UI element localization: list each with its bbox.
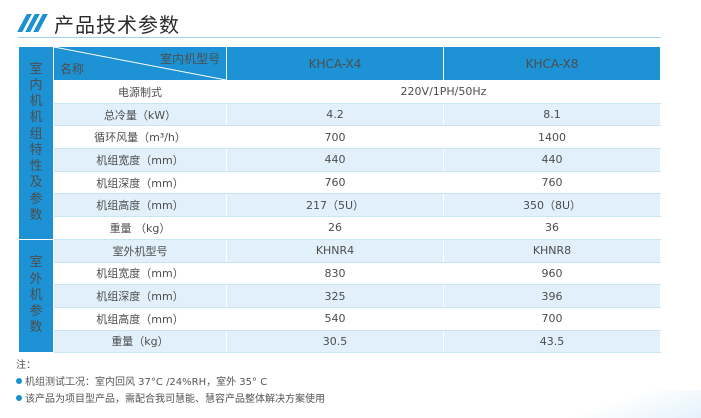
row-value-x8: 350（8U） bbox=[443, 193, 661, 218]
row-label: 电源制式 bbox=[53, 80, 227, 104]
table-header-row: 室内机机组特性及参数 室内机型号 名称 KHCA-X4 KHCA-X8 bbox=[18, 46, 661, 240]
row-value-x8: 960 bbox=[443, 261, 661, 286]
row-value-x4: 217（5U） bbox=[226, 193, 444, 218]
row-value-x4: 540 bbox=[226, 306, 444, 331]
table-row: 机组宽度（mm） 440 440 bbox=[19, 148, 661, 172]
model-header-x4: KHCA-X4 bbox=[226, 46, 444, 81]
model-header-x8: KHCA-X8 bbox=[443, 46, 661, 81]
table-row: 循环风量（m³/h） 700 1400 bbox=[19, 125, 661, 150]
row-value-merged: 220V/1PH/50Hz bbox=[226, 80, 661, 104]
title-divider bbox=[18, 37, 661, 38]
bullet-dot-icon bbox=[16, 395, 22, 401]
row-value-x8: 1400 bbox=[443, 125, 661, 150]
row-value-x4: 760 bbox=[226, 170, 444, 195]
row-value-x8: 43.5 bbox=[443, 329, 661, 354]
row-value-x4: 30.5 bbox=[226, 329, 444, 354]
table-row: 重量（kg） 30.5 43.5 bbox=[19, 329, 661, 354]
row-value-x4: 700 bbox=[226, 125, 444, 150]
row-label: 机组深度（mm） bbox=[53, 170, 227, 195]
table-row: 机组深度（mm） 760 760 bbox=[19, 170, 661, 195]
notes-heading: 注： bbox=[16, 360, 36, 371]
row-value-x4: 830 bbox=[226, 261, 444, 286]
row-value-x8: KHNR8 bbox=[443, 238, 661, 263]
table-row: 室外机参数 室外机型号 KHNR4 KHNR8 bbox=[18, 238, 661, 354]
bullet-dot-icon bbox=[16, 378, 22, 384]
row-value-x8: 700 bbox=[443, 306, 661, 331]
row-value-x4: 4.2 bbox=[226, 102, 444, 127]
page-title: 产品技术参数 bbox=[54, 12, 180, 37]
corner-indoor-model-label: 室内机型号 bbox=[159, 52, 220, 66]
row-label: 重量（kg） bbox=[53, 329, 227, 354]
row-label: 机组高度（mm） bbox=[53, 193, 227, 218]
row-label: 机组宽度（mm） bbox=[53, 148, 227, 172]
table-corner-cell: 室内机型号 名称 bbox=[53, 46, 227, 81]
row-label: 室外机型号 bbox=[53, 238, 227, 263]
table-row: 机组宽度（mm） 830 960 bbox=[19, 261, 661, 286]
indoor-group-label: 室内机机组特性及参数 bbox=[18, 46, 54, 240]
corner-decoration bbox=[571, 390, 701, 418]
row-label: 机组宽度（mm） bbox=[53, 261, 227, 286]
title-stripes-icon bbox=[17, 12, 48, 34]
note-item: 机组测试工况：室内回风 37°C /24%RH，室外 35° C bbox=[16, 374, 325, 391]
row-value-x4: 26 bbox=[226, 216, 444, 240]
row-label: 机组深度（mm） bbox=[53, 284, 227, 308]
table-row: 机组高度（mm） 217（5U） 350（8U） bbox=[19, 193, 661, 218]
row-label: 循环风量（m³/h） bbox=[53, 125, 227, 150]
row-value-x8: 440 bbox=[443, 148, 661, 172]
outdoor-group-label: 室外机参数 bbox=[18, 238, 54, 354]
row-label: 机组高度（mm） bbox=[53, 306, 227, 331]
table-row: 机组深度（mm） 325 396 bbox=[19, 284, 661, 308]
table-row: 重量 （kg） 26 36 bbox=[19, 216, 661, 240]
table-row: 总冷量（kW） 4.2 8.1 bbox=[19, 102, 661, 127]
notes-section: 注： 机组测试工况：室内回风 37°C /24%RH，室外 35° C 该产品为… bbox=[16, 357, 325, 408]
row-value-x4: KHNR4 bbox=[226, 238, 444, 263]
table-row: 机组高度（mm） 540 700 bbox=[19, 306, 661, 331]
section-header: 产品技术参数 bbox=[17, 10, 180, 37]
row-value-x8: 396 bbox=[443, 284, 661, 308]
row-value-x8: 8.1 bbox=[443, 102, 661, 127]
note-item: 该产品为项目型产品，需配合我司慧能、慧容产品整体解决方案使用 bbox=[16, 391, 325, 408]
row-label: 总冷量（kW） bbox=[53, 102, 227, 127]
row-value-x4: 440 bbox=[226, 148, 444, 172]
table-row: 电源制式 220V/1PH/50Hz bbox=[19, 80, 661, 104]
row-value-x8: 760 bbox=[443, 170, 661, 195]
spec-table: 室内机机组特性及参数 室内机型号 名称 KHCA-X4 KHCA-X8 电源制式… bbox=[18, 46, 661, 354]
row-value-x4: 325 bbox=[226, 284, 444, 308]
row-value-x8: 36 bbox=[443, 216, 661, 240]
corner-name-label: 名称 bbox=[60, 62, 85, 76]
row-label: 重量 （kg） bbox=[53, 216, 227, 240]
